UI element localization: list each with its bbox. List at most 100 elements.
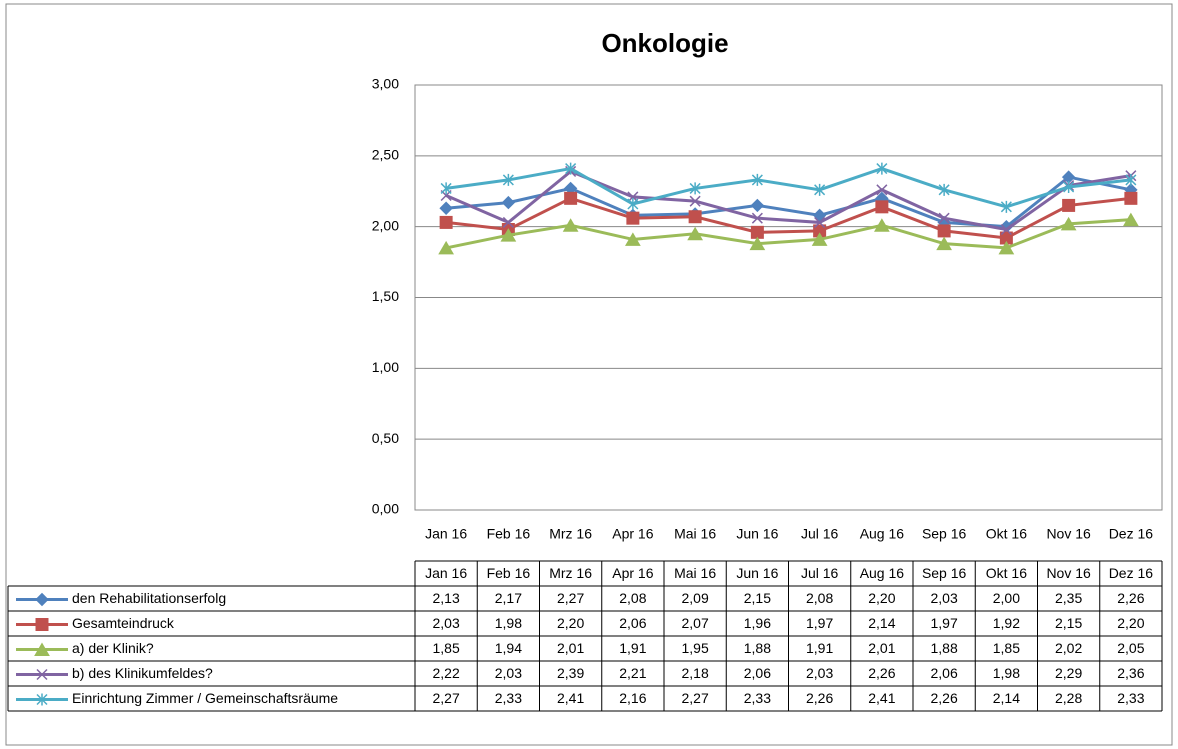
- marker: [814, 216, 826, 228]
- table-cell: 2,09: [682, 590, 709, 606]
- table-cell: 2,20: [557, 615, 584, 631]
- marker: [814, 183, 826, 196]
- x-tick-label: Mrz 16: [549, 526, 592, 542]
- table-cell: 2,27: [682, 690, 709, 706]
- table-header: Okt 16: [986, 565, 1027, 581]
- marker: [750, 225, 764, 239]
- marker: [502, 173, 514, 186]
- series-line: [445, 175, 1132, 229]
- marker: [565, 162, 577, 175]
- table-cell: 2,27: [433, 690, 460, 706]
- table-cell: 1,88: [931, 640, 958, 656]
- marker: [688, 210, 702, 224]
- marker: [34, 642, 50, 656]
- marker: [500, 228, 517, 242]
- marker: [937, 224, 951, 238]
- table-header: Mai 16: [674, 565, 716, 581]
- table-cell: 2,20: [1117, 615, 1144, 631]
- x-tick-label: Jun 16: [736, 526, 778, 542]
- table-cell: 2,03: [495, 665, 522, 681]
- y-tick-label: 1,50: [372, 288, 399, 304]
- table-cell: 2,08: [619, 590, 646, 606]
- table-cell: 2,00: [993, 590, 1020, 606]
- table-cell: 2,06: [744, 665, 771, 681]
- table-header: Jan 16: [425, 565, 467, 581]
- legend-marker: [36, 693, 48, 706]
- marker: [562, 218, 579, 232]
- table-cell: 1,92: [993, 615, 1020, 631]
- x-tick-label: Dez 16: [1109, 526, 1154, 542]
- marker: [439, 215, 453, 229]
- marker: [502, 216, 514, 228]
- table-cell: 2,33: [744, 690, 771, 706]
- table-cell: 2,28: [1055, 690, 1082, 706]
- marker: [749, 236, 766, 251]
- marker: [689, 182, 701, 195]
- y-tick-label: 0,00: [372, 501, 399, 517]
- table-cell: 2,07: [682, 615, 709, 631]
- table-cell: 2,17: [495, 590, 522, 606]
- x-tick-label: Feb 16: [487, 526, 531, 542]
- legend-marker: [35, 592, 49, 607]
- table-cell: 2,01: [868, 640, 895, 656]
- table-header: Apr 16: [612, 565, 653, 581]
- table-cell: 2,20: [868, 590, 895, 606]
- table-cell: 2,18: [682, 665, 709, 681]
- legend-label: a) der Klinik?: [72, 640, 154, 656]
- table-cell: 1,98: [993, 665, 1020, 681]
- table-cell: 2,06: [619, 615, 646, 631]
- table-header: Sep 16: [922, 565, 967, 581]
- table-cell: 2,21: [619, 665, 646, 681]
- table-cell: 2,27: [557, 590, 584, 606]
- table-cell: 2,41: [557, 690, 584, 706]
- table-cell: 2,15: [1055, 615, 1082, 631]
- table-cell: 2,05: [1117, 640, 1144, 656]
- marker: [35, 592, 49, 607]
- table-header: Nov 16: [1046, 565, 1091, 581]
- marker: [625, 232, 641, 246]
- x-tick-label: Sep 16: [922, 526, 967, 542]
- table-cell: 1,95: [682, 640, 709, 656]
- marker: [687, 226, 703, 241]
- table-cell: 2,35: [1055, 590, 1082, 606]
- table-cell: 2,06: [931, 665, 958, 681]
- legend-label: b) des Klinikumfeldes?: [72, 665, 213, 681]
- marker: [998, 240, 1015, 255]
- table-cell: 1,85: [993, 640, 1020, 656]
- marker: [439, 201, 453, 215]
- marker: [1000, 200, 1012, 213]
- marker: [440, 182, 452, 195]
- table-cell: 2,26: [806, 690, 833, 706]
- table-cell: 1,85: [433, 640, 460, 656]
- table-cell: 2,36: [1117, 665, 1144, 681]
- y-tick-label: 2,50: [372, 147, 399, 163]
- legend-label: Gesamteindruck: [72, 615, 175, 631]
- marker: [751, 173, 763, 186]
- table-cell: 2,14: [868, 615, 895, 631]
- marker: [564, 191, 578, 205]
- table-cell: 2,33: [495, 690, 522, 706]
- marker: [501, 195, 516, 210]
- table-cell: 2,41: [868, 690, 895, 706]
- table-header: Jul 16: [801, 565, 839, 581]
- table-cell: 2,22: [433, 665, 460, 681]
- series-line: [445, 166, 1132, 209]
- table-cell: 2,14: [993, 690, 1020, 706]
- marker: [36, 693, 48, 706]
- marker: [876, 184, 888, 196]
- chart-frame: [5, 3, 1173, 746]
- table-cell: 2,26: [1117, 590, 1144, 606]
- marker: [1124, 191, 1138, 205]
- legend-marker: [34, 642, 50, 656]
- marker: [626, 211, 640, 225]
- marker: [938, 212, 950, 224]
- y-tick-label: 1,00: [372, 359, 399, 375]
- x-tick-label: Apr 16: [612, 526, 653, 542]
- table-header: Mrz 16: [549, 565, 592, 581]
- table-cell: 2,03: [806, 665, 833, 681]
- table-cell: 2,26: [868, 665, 895, 681]
- marker: [1123, 212, 1139, 227]
- table-cell: 2,26: [931, 690, 958, 706]
- marker: [936, 236, 952, 251]
